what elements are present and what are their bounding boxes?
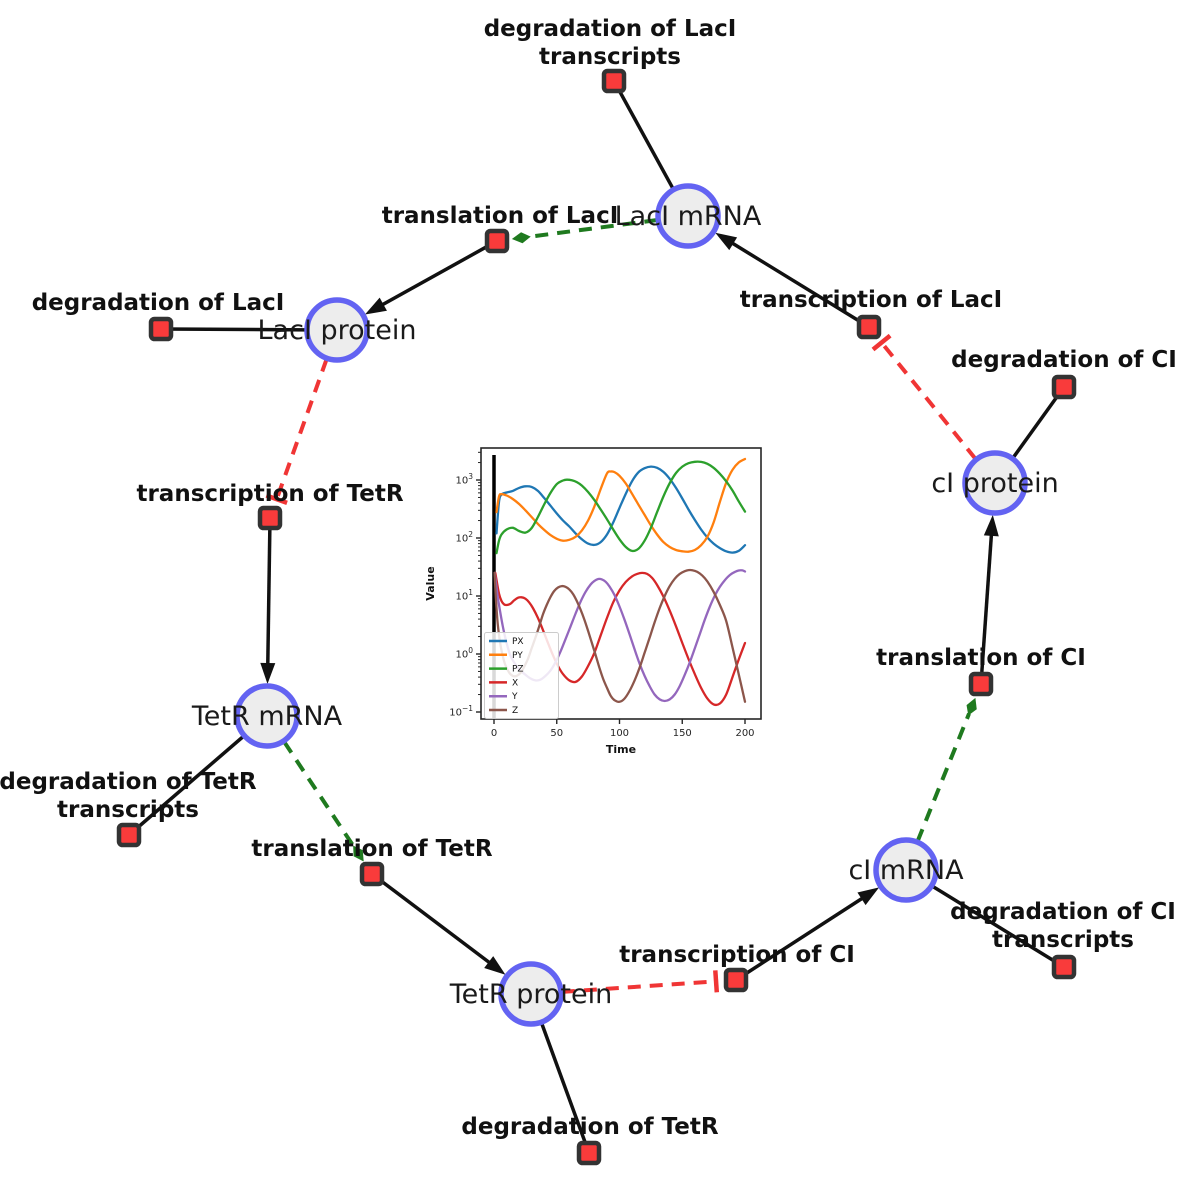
edge-activation-tetR_mRNA-to-translation_tetR-diamond-arrowhead-icon (353, 845, 364, 862)
nodes-layer (116, 68, 1077, 1166)
reaction-node-deg_lacI_tx (601, 68, 627, 94)
edge-arrow-transcription_lacI-to-lacI_mRNA (726, 238, 860, 323)
x-tick-label: 100 (610, 728, 629, 739)
reaction-node-deg_cI_tx (1051, 954, 1077, 980)
species-label-tetR_mRNA: TetR mRNA (191, 701, 343, 732)
chart-series-X (494, 571, 747, 707)
species-node-cI_protein (962, 450, 1028, 516)
legend-label-X: X (512, 678, 518, 688)
edge-activation-lacI_mRNA-to-translation_lacI-diamond-arrowhead-icon (511, 232, 531, 244)
chart-legend: PX PY PZ XYZ (484, 632, 559, 719)
reaction-node-deg_tetR_tx (116, 822, 142, 848)
legend-label-PY: PY (512, 651, 523, 661)
edge-line-tetR_mRNA-to-deg_tetR_tx (127, 734, 245, 837)
reaction-label-deg_tetR_tx: transcripts (57, 797, 199, 823)
legend-label-Z: Z (512, 706, 518, 716)
chart-axes-frame (480, 447, 762, 720)
y-tick-label: 100 (455, 646, 473, 661)
reaction-label-deg_tetR_tx: degradation of TetR (0, 769, 257, 795)
x-tick-label: 0 (491, 728, 497, 739)
inset-timecourse-chart: 0 50 100 150 20010310210110010−1TimeValuePXP… (424, 447, 762, 756)
edge-arrow-transcription_tetR-to-tetR_mRNA-arrowhead-icon (260, 662, 276, 685)
labels-layer: degradation of LacItranscriptstranslatio… (0, 16, 1177, 1140)
edge-arrow-translation_tetR-to-tetR_protein-arrowhead-icon (484, 956, 506, 975)
species-label-lacI_mRNA: LacI mRNA (615, 201, 762, 232)
chart-series-PY (495, 457, 747, 553)
reaction-node-translation_lacI (484, 228, 510, 254)
legend-label-Y: Y (511, 692, 518, 702)
x-tick-label: 150 (673, 728, 692, 739)
edge-arrow-transcription_lacI-to-lacI_mRNA-arrowhead-icon (715, 232, 738, 251)
edge-inhibition-cI_protein-to-transcription_lacI (880, 341, 978, 461)
edge-activation-tetR_mRNA-to-translation_tetR (282, 740, 356, 849)
edge-inhibition-lacI_protein-to-transcription_tetR-tee-bar-icon (265, 493, 288, 505)
reaction-node-deg_lacI (148, 316, 174, 342)
species-node-lacI_mRNA (655, 183, 721, 249)
edge-arrow-translation_lacI-to-lacI_protein (376, 245, 488, 310)
reaction-label-transcription_lacI: transcription of LacI (740, 287, 1003, 313)
species-label-cI_mRNA: cI mRNA (848, 855, 964, 886)
chart-series-PZ (495, 460, 747, 555)
reaction-label-deg_lacI_tx: transcripts (539, 44, 681, 70)
reaction-label-deg_lacI: degradation of LacI (32, 290, 285, 316)
edge-activation-cI_mRNA-to-translation_cI (915, 712, 971, 842)
y-tick-label: 103 (455, 472, 473, 487)
reaction-label-translation_cI: translation of CI (876, 645, 1086, 671)
species-node-lacI_protein (304, 297, 370, 363)
edge-arrow-translation_cI-to-cI_protein-arrowhead-icon (983, 514, 999, 537)
edge-inhibition-tetR_protein-to-transcription_cI (561, 979, 717, 994)
reaction-node-translation_tetR (359, 861, 385, 887)
reaction-node-transcription_cI (723, 967, 749, 993)
edges-layer (127, 80, 1066, 1154)
edge-line-lacI_mRNA-to-deg_lacI_tx (612, 80, 675, 190)
edge-inhibition-cI_protein-to-transcription_lacI-tee-bar-icon (871, 333, 892, 352)
reaction-label-deg_cI_tx: degradation of CI (950, 899, 1176, 925)
edge-arrow-translation_cI-to-cI_protein (980, 528, 994, 673)
species-node-cI_mRNA (873, 837, 939, 903)
reaction-label-translation_tetR: translation of TetR (251, 836, 492, 862)
edge-arrow-translation_tetR-to-tetR_protein (380, 879, 496, 968)
species-label-cI_protein: cI protein (931, 468, 1058, 499)
edge-arrow-transcription_cI-to-cI_mRNA (745, 893, 869, 975)
edge-arrow-transcription_tetR-to-tetR_mRNA (265, 529, 272, 671)
edge-inhibition-lacI_protein-to-transcription_tetR (274, 358, 329, 500)
y-tick-label: 10−1 (449, 704, 473, 719)
edge-activation-cI_mRNA-to-translation_cI-diamond-arrowhead-icon (966, 697, 977, 716)
y-tick-label: 101 (455, 588, 473, 603)
chart-series-PX (495, 465, 747, 554)
reaction-node-transcription_tetR (257, 505, 283, 531)
reaction-label-translation_lacI: translation of LacI (382, 203, 619, 229)
x-tick-label: 200 (735, 728, 754, 739)
edge-line-lacI_protein-to-deg_lacI (160, 327, 307, 332)
reaction-node-translation_cI (968, 671, 994, 697)
reaction-node-deg_cI (1051, 374, 1077, 400)
legend-label-PX: PX (512, 637, 524, 647)
chart-ylabel: Value (424, 566, 437, 600)
edge-arrow-translation_lacI-to-lacI_protein-arrowhead-icon (364, 297, 387, 315)
species-node-tetR_protein (498, 961, 564, 1027)
reaction-label-deg_tetR: degradation of TetR (461, 1114, 718, 1140)
reaction-label-transcription_tetR: transcription of TetR (136, 481, 403, 507)
x-tick-label: 50 (550, 728, 563, 739)
reaction-node-transcription_lacI (856, 314, 882, 340)
edge-arrow-transcription_cI-to-cI_mRNA-arrowhead-icon (857, 887, 880, 906)
edge-line-cI_mRNA-to-deg_cI_tx (931, 884, 1065, 969)
edge-line-tetR_protein-to-deg_tetR (539, 1022, 591, 1154)
species-label-tetR_protein: TetR protein (449, 979, 612, 1010)
reaction-label-deg_cI: degradation of CI (951, 347, 1177, 373)
reaction-label-deg_lacI_tx: degradation of LacI (484, 16, 737, 42)
reaction-node-deg_tetR (576, 1140, 602, 1166)
species-node-tetR_mRNA (234, 683, 300, 749)
reaction-label-deg_cI_tx: transcripts (992, 927, 1134, 953)
reaction-label-transcription_cI: transcription of CI (619, 942, 855, 968)
edge-inhibition-tetR_protein-to-transcription_cI-tee-bar-icon (713, 970, 720, 993)
legend-label-PZ: PZ (512, 665, 524, 675)
y-tick-label: 102 (455, 530, 473, 545)
chart-xlabel: Time (606, 743, 636, 756)
species-label-lacI_protein: LacI protein (258, 315, 417, 346)
